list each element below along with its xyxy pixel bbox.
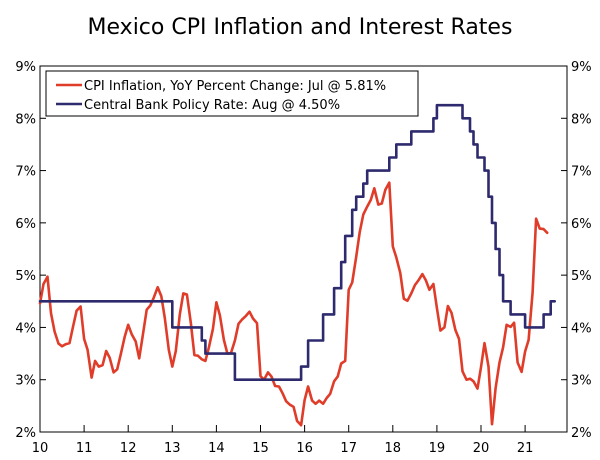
x-tick-label: 17 — [340, 441, 357, 456]
legend-box — [45, 70, 419, 117]
x-tick-label: 15 — [252, 441, 269, 456]
policy-rate-line — [38, 103, 556, 381]
y-tick-label-right: 4% — [571, 321, 592, 336]
x-tick-label: 21 — [517, 441, 534, 456]
y-tick-label-left: 8% — [15, 112, 36, 127]
y-tick-label-left: 4% — [15, 321, 36, 336]
x-tick-label: 12 — [120, 441, 137, 456]
y-tick-label-right: 3% — [571, 374, 592, 389]
y-tick-label-left: 5% — [15, 269, 36, 284]
x-tick-label: 20 — [473, 441, 490, 456]
y-tick-label-left: 3% — [15, 374, 36, 389]
axes — [39, 65, 568, 433]
legend-label-policy-rate: Central Bank Policy Rate: Aug @ 4.50% — [84, 98, 340, 113]
x-tick-label: 16 — [296, 441, 313, 456]
y-tick-label-right: 6% — [571, 217, 592, 232]
x-tick-label: 11 — [76, 441, 93, 456]
ticks: 2% 2% 3% 3% 4% 4% 5% 5% 6% 6% 7% 7% 8% 8% 9% 9% 10 11 12 13… — [15, 60, 591, 456]
y-tick-label-right: 8% — [571, 112, 592, 127]
y-tick-label-left: 6% — [15, 217, 36, 232]
y-tick-label-left: 2% — [15, 426, 36, 441]
y-tick-label-right: 2% — [571, 426, 592, 441]
chart-title: Mexico CPI Inflation and Interest Rates — [88, 15, 513, 40]
x-tick-label: 18 — [385, 441, 402, 456]
x-tick-label: 13 — [164, 441, 181, 456]
legend-label-cpi: CPI Inflation, YoY Percent Change: Jul @… — [84, 79, 386, 94]
plot-frame — [39, 65, 568, 433]
cpi-inflation-line — [38, 181, 549, 427]
x-tick-label: 10 — [32, 441, 49, 456]
y-tick-label-right: 9% — [571, 60, 592, 75]
y-tick-label-left: 7% — [15, 165, 36, 180]
x-tick-label: 19 — [429, 441, 446, 456]
y-tick-label-right: 5% — [571, 269, 592, 284]
legend: CPI Inflation, YoY Percent Change: Jul @… — [45, 70, 419, 117]
y-tick-label-right: 7% — [571, 165, 592, 180]
y-tick-label-left: 9% — [15, 60, 36, 75]
series-layer — [38, 103, 556, 427]
x-tick-label: 14 — [208, 441, 225, 456]
